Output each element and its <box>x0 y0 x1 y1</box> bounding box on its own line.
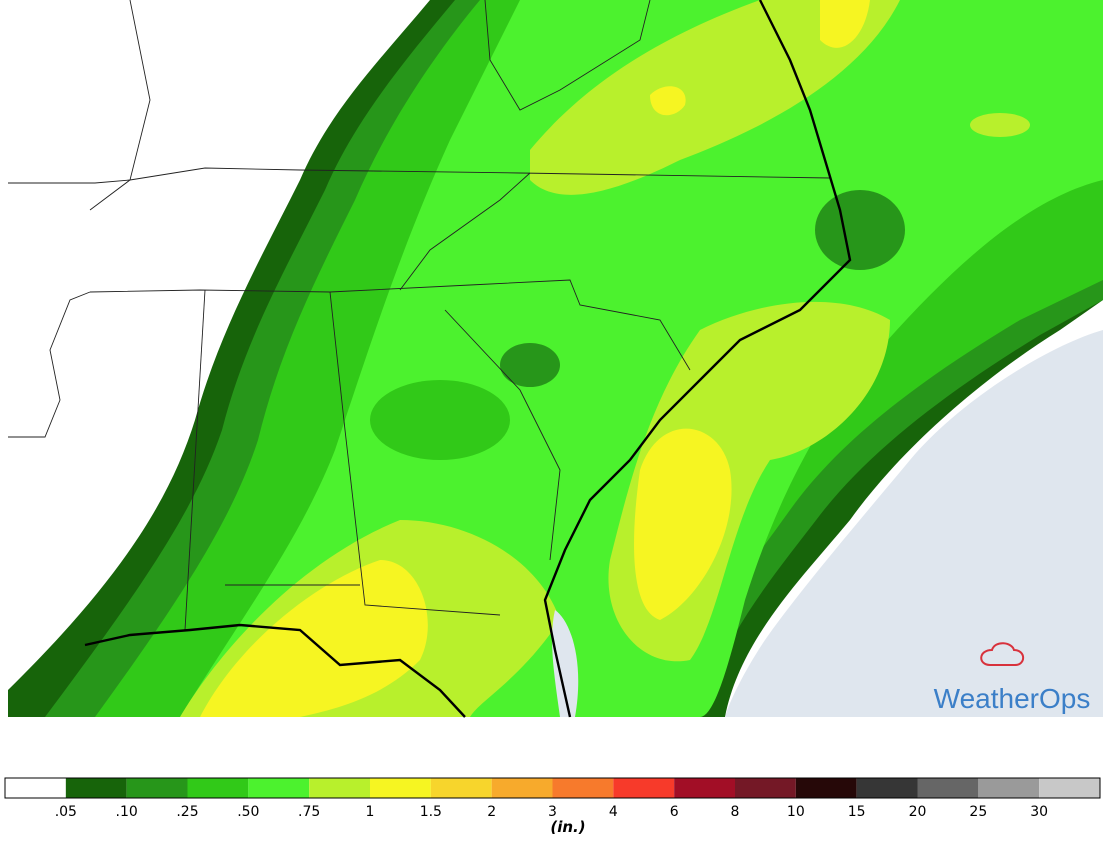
precip-band <box>370 380 510 460</box>
color-swatch <box>795 778 857 798</box>
color-swatch <box>430 778 492 798</box>
color-swatch <box>735 778 796 798</box>
logo-text: WeatherOps <box>934 683 1091 714</box>
state-borders <box>8 0 831 631</box>
color-swatch <box>126 778 188 798</box>
precip-core <box>200 0 870 717</box>
border <box>399 172 531 291</box>
color-swatch <box>491 778 553 798</box>
precip-band <box>815 190 905 270</box>
color-swatch <box>613 778 675 798</box>
colorbar-label: 30 <box>1030 804 1048 820</box>
colorbar-label: .50 <box>237 804 259 820</box>
colorbar-label: 6 <box>670 804 679 820</box>
colorbar-label: 8 <box>731 804 740 820</box>
border <box>484 0 651 111</box>
border <box>89 284 471 293</box>
units-label: (in.) <box>550 818 585 836</box>
colorbar-label: 25 <box>969 804 987 820</box>
border <box>469 279 691 371</box>
colorbar-label: 20 <box>909 804 927 820</box>
map: WeatherOps <box>8 0 1103 718</box>
coastline <box>84 623 466 718</box>
precip-band <box>530 0 900 195</box>
colorbar: .05 .10 .25 .50 .75 1 1.5 2 3 4 6 8 10 15 20 25 30 <box>4 777 1101 820</box>
border <box>184 289 206 631</box>
color-swatch <box>187 778 249 798</box>
logo: WeatherOps <box>934 642 1091 714</box>
colorbar-label: .25 <box>176 804 198 820</box>
colorbar-label: 15 <box>848 804 866 820</box>
color-swatch <box>5 778 66 798</box>
colorbar-label: .05 <box>55 804 77 820</box>
color-swatch <box>978 778 1040 798</box>
border <box>329 291 501 616</box>
colorbar-label: .75 <box>298 804 320 820</box>
colorbar-frame <box>4 777 1101 799</box>
border <box>8 167 831 184</box>
border <box>89 0 151 211</box>
ocean <box>552 610 579 717</box>
colorbar-label: 2 <box>487 804 496 820</box>
color-swatch <box>309 778 370 798</box>
color-swatch <box>917 778 979 798</box>
colorbar-label: 10 <box>787 804 805 820</box>
precip-band <box>500 343 560 387</box>
colorbar-label: 1.5 <box>420 804 442 820</box>
border <box>8 291 91 438</box>
logo-icon <box>980 642 1025 666</box>
colorbar-label: 1 <box>366 804 375 820</box>
color-swatch <box>248 778 310 798</box>
color-swatch <box>65 778 127 798</box>
color-swatch <box>1039 778 1100 798</box>
coastline <box>543 0 852 718</box>
ocean <box>725 330 1103 717</box>
colorbar-label: 4 <box>609 804 618 820</box>
color-swatch <box>856 778 918 798</box>
color-swatch <box>552 778 614 798</box>
colorbar-label: .10 <box>116 804 138 820</box>
colorbar-label: 3 <box>548 804 557 820</box>
color-swatch <box>370 778 431 798</box>
precip-band <box>970 113 1030 137</box>
border <box>444 309 561 561</box>
color-swatch <box>674 778 735 798</box>
